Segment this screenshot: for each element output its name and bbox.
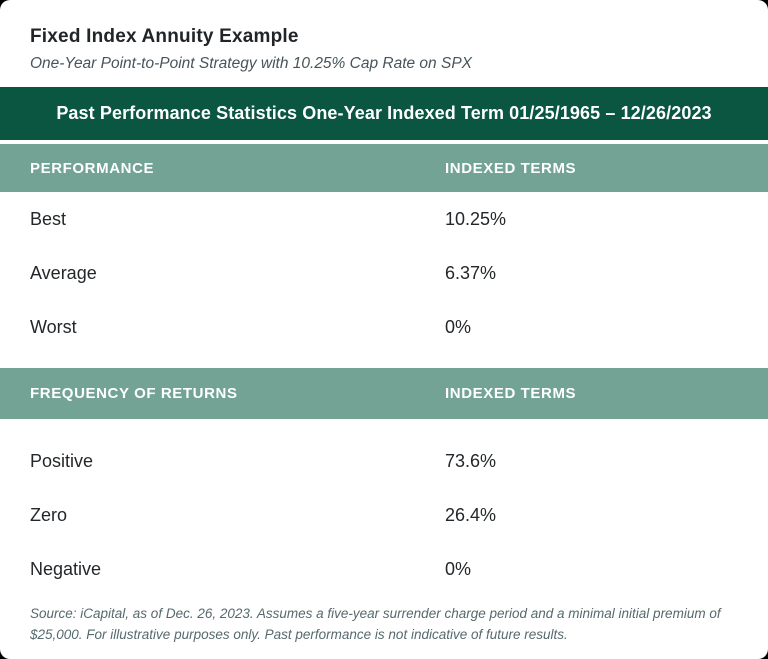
row-value: 0% <box>445 316 472 337</box>
column-header-indexed-terms: INDEXED TERMS <box>445 385 577 402</box>
row-value: 10.25% <box>445 208 507 229</box>
frequency-header-row: FREQUENCY OF RETURNS INDEXED TERMS <box>0 368 768 419</box>
frequency-rows: Positive 73.6% Zero 26.4% Negative 0% <box>0 419 768 596</box>
column-header-performance: PERFORMANCE <box>30 159 155 177</box>
table-row: Average 6.37% <box>0 246 768 300</box>
row-label: Best <box>30 208 67 229</box>
source-footnote: Source: iCapital, as of Dec. 26, 2023. A… <box>30 606 721 642</box>
row-value: 0% <box>445 558 472 579</box>
table-row: Worst 0% <box>0 300 768 354</box>
banner-text: Past Performance Statistics One-Year Ind… <box>56 103 712 123</box>
performance-header-row: PERFORMANCE INDEXED TERMS <box>0 144 768 192</box>
row-value: 6.37% <box>445 262 497 283</box>
table-row: Best 10.25% <box>0 192 768 246</box>
row-label: Average <box>30 262 97 283</box>
row-label: Worst <box>30 316 77 337</box>
header: Fixed Index Annuity Example One-Year Poi… <box>0 0 768 73</box>
column-header-indexed-terms: INDEXED TERMS <box>445 159 577 177</box>
frequency-section: FREQUENCY OF RETURNS INDEXED TERMS Posit… <box>0 368 768 596</box>
past-performance-banner: Past Performance Statistics One-Year Ind… <box>0 87 768 140</box>
row-value: 26.4% <box>445 504 497 525</box>
table-row: Negative 0% <box>0 542 768 596</box>
row-label: Positive <box>30 450 94 471</box>
page-title: Fixed Index Annuity Example <box>30 26 299 47</box>
row-label: Negative <box>30 558 102 579</box>
page-subtitle: One-Year Point-to-Point Strategy with 10… <box>30 55 472 72</box>
table-row: Zero 26.4% <box>0 488 768 542</box>
table-row: Positive 73.6% <box>0 434 768 488</box>
column-header-frequency-of-returns: FREQUENCY OF RETURNS <box>30 385 238 402</box>
row-label: Zero <box>30 504 68 525</box>
row-value: 73.6% <box>445 450 497 471</box>
performance-section: PERFORMANCE INDEXED TERMS Best 10.25% Av… <box>0 144 768 354</box>
